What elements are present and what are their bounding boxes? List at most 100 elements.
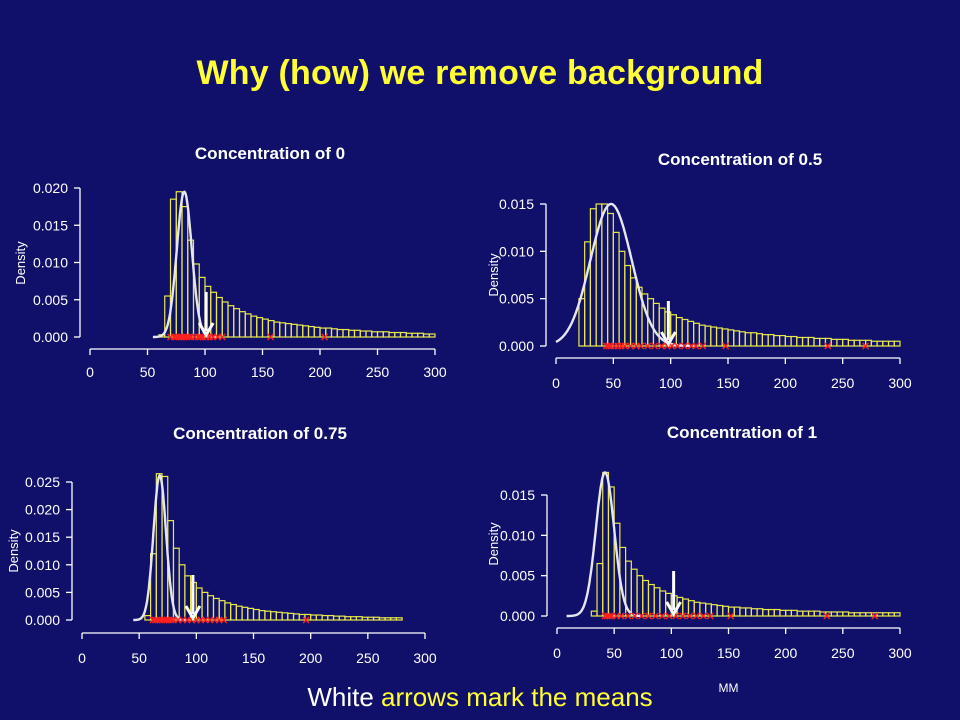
- histogram-bar: [332, 615, 340, 621]
- histogram-bar: [258, 610, 266, 621]
- histogram-bar: [807, 610, 815, 617]
- y-axis-label: Density: [486, 522, 501, 566]
- histogram-bar: [830, 611, 838, 617]
- histogram-bar: [241, 606, 249, 621]
- histogram-bar: [365, 330, 373, 338]
- histogram-bar: [384, 617, 392, 621]
- histogram-bar: [847, 339, 855, 347]
- rug-mark-stroke: [627, 342, 635, 350]
- x-axis-label: MM: [719, 681, 739, 695]
- histogram-bar: [887, 340, 895, 347]
- rug-mark-stroke: [651, 612, 659, 620]
- histogram-bar: [710, 326, 718, 347]
- histogram-chart: Concentration of 0.5 0.000 0.005 0.010 0.015…: [486, 150, 912, 391]
- rug-mark-stroke: [862, 342, 870, 350]
- rug-mark-stroke: [674, 342, 682, 350]
- histogram-bar: [284, 322, 292, 338]
- rug-mark: [185, 333, 193, 341]
- rug-mark: [665, 612, 673, 620]
- chart-title: Concentration of 1: [667, 423, 817, 442]
- caption: White arrows mark the means: [0, 682, 960, 713]
- histogram-bar: [653, 587, 661, 617]
- histogram-bar: [739, 607, 747, 617]
- histogram-bar: [819, 337, 827, 347]
- y-tick-label: 0.005: [500, 568, 535, 584]
- rug-mark-stroke: [321, 333, 329, 341]
- y-axis-label: Density: [486, 253, 501, 297]
- histogram-chart: Concentration of 1 0.000 0.005 0.010 0.015 De…: [486, 423, 912, 695]
- y-tick-label: 0.005: [25, 584, 60, 600]
- mean-arrow-head: [184, 605, 202, 621]
- histogram-bar: [675, 317, 683, 347]
- histogram-bar: [235, 605, 243, 621]
- histogram-bar: [355, 616, 363, 621]
- chart-panel-conc-1: Concentration of 1 0.000 0.005 0.010 0.015 De…: [480, 412, 950, 700]
- y-axis-label: Density: [13, 241, 28, 285]
- histogram-bar: [733, 330, 741, 347]
- histogram-bar: [779, 334, 786, 347]
- rug-mark-stroke: [302, 616, 310, 624]
- histogram-bar: [859, 612, 867, 617]
- histogram-bar: [796, 336, 804, 347]
- rug-mark-stroke: [637, 342, 645, 350]
- mean-arrow: [665, 571, 682, 617]
- rug-mark: [680, 342, 688, 350]
- rug-mark-stroke: [706, 612, 714, 620]
- histogram-bar: [292, 613, 300, 621]
- histogram-bar: [348, 329, 356, 338]
- rug-mark: [692, 612, 700, 620]
- rug-mark-stroke: [680, 342, 688, 350]
- histogram-bar: [606, 212, 614, 347]
- rug-mark: [638, 612, 646, 620]
- histogram-bar: [836, 338, 844, 347]
- histogram-bar: [264, 610, 272, 621]
- chart-panel-conc-0-5: Concentration of 0.5 0.000 0.005 0.010 0.015…: [480, 140, 950, 400]
- histogram-bar: [618, 250, 626, 347]
- histogram-bar: [744, 332, 752, 347]
- x-tick-label: 50: [606, 375, 622, 391]
- histogram-bar: [602, 471, 610, 617]
- histogram-bar: [647, 583, 655, 617]
- histogram-bar: [411, 332, 419, 338]
- rug-mark-stroke: [267, 333, 275, 341]
- histogram-bar: [716, 604, 724, 617]
- histogram-bar: [212, 597, 220, 621]
- rug-mark: [220, 616, 228, 624]
- histogram-bar: [227, 305, 235, 338]
- histogram-bar: [801, 336, 809, 347]
- histogram-bar: [652, 302, 660, 347]
- rug-mark-stroke: [722, 342, 730, 350]
- mean-arrow-head: [665, 601, 682, 617]
- rug-mark: [657, 342, 665, 350]
- chart-title: Concentration of 0.5: [658, 150, 822, 169]
- histogram-bar: [417, 332, 425, 338]
- histogram-bar: [394, 331, 402, 338]
- histogram-bar: [210, 291, 218, 338]
- rug-mark: [871, 612, 879, 620]
- rug-mark-stroke: [679, 612, 687, 620]
- x-tick-label: 100: [185, 650, 209, 666]
- histogram-bar: [601, 203, 609, 347]
- mean-arrow: [197, 292, 215, 338]
- rug-mark: [302, 616, 310, 624]
- histogram-bar: [756, 608, 764, 617]
- histogram-bar: [893, 612, 901, 617]
- x-tick-label: 150: [717, 645, 741, 661]
- histogram-bar: [761, 334, 769, 347]
- histogram-bar: [659, 590, 667, 617]
- histogram-bar: [344, 616, 352, 621]
- rug-mark: [621, 342, 629, 350]
- rug-mark-stroke: [631, 612, 639, 620]
- histogram-bar: [388, 331, 396, 338]
- x-tick-label: 300: [888, 375, 912, 391]
- rug-mark: [699, 612, 707, 620]
- histogram-bar: [842, 611, 850, 617]
- histogram-bar: [802, 610, 810, 617]
- y-tick-label: 0.010: [33, 255, 68, 271]
- caption-yellow-text: arrows mark the means: [381, 682, 653, 712]
- histogram-bar: [629, 277, 637, 347]
- rug-mark-stroke: [658, 612, 666, 620]
- histogram-bar: [767, 334, 775, 347]
- histogram-bar: [589, 208, 597, 347]
- y-tick-label: 0.015: [499, 196, 534, 212]
